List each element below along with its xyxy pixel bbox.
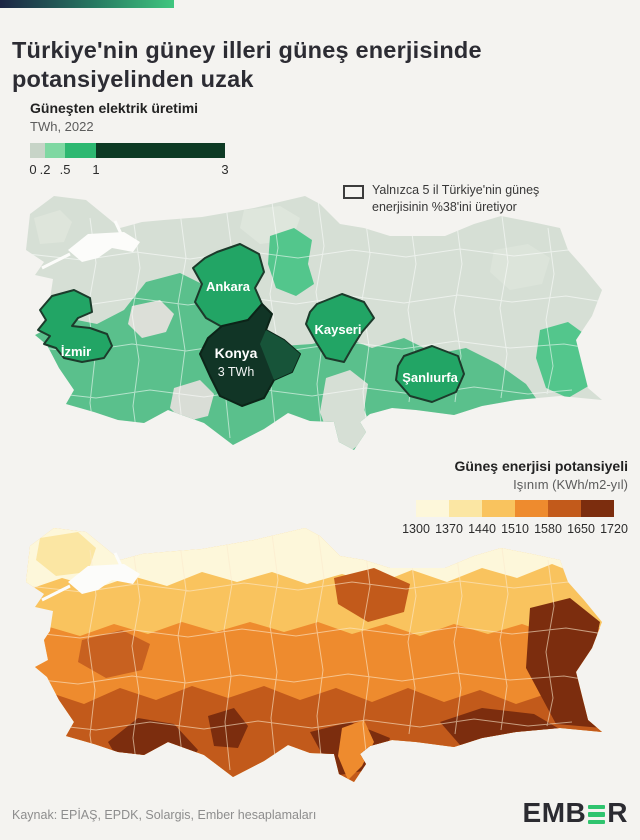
label-ankara: Ankara — [206, 279, 251, 294]
turkey-landmass-potential — [26, 528, 602, 782]
legend-production-title: Güneşten elektrik üretimi — [30, 100, 199, 116]
tick-label: .5 — [59, 162, 71, 177]
production-map: İzmir Ankara Konya 3 TWh Kayseri Şanlıur… — [26, 196, 602, 450]
straits — [41, 220, 125, 270]
tick-label: 1650 — [567, 522, 595, 536]
tick-label: 1300 — [402, 522, 430, 536]
legend-potential-subtitle: Işınım (KWh/m2-yıl) — [513, 477, 628, 492]
tick-label: 1 — [92, 162, 100, 177]
label-konya-value: 3 TWh — [218, 365, 255, 379]
tick-label: 1580 — [534, 522, 562, 536]
colorbar-segment — [449, 500, 482, 517]
province-cell-hatay — [338, 720, 374, 780]
annotation-line2: enerjisinin %38'ini üretiyor — [372, 199, 517, 214]
annotation-text: Yalnızca 5 il Türkiye'nin güneş enerjisi… — [372, 182, 539, 216]
legend-production-subtitle: TWh, 2022 — [30, 119, 94, 134]
province-sanliurfa — [395, 345, 465, 403]
tick-label: 1440 — [468, 522, 496, 536]
legend-production-ticks: 0 .2 .5 1 3 — [29, 162, 229, 178]
ember-logo-text: EMB — [522, 797, 587, 828]
province-cell — [78, 630, 150, 678]
annotation-line1: Yalnızca 5 il Türkiye'nin güneş — [372, 183, 540, 197]
potential-map — [26, 528, 602, 782]
province-cell — [334, 568, 410, 622]
marmara-sea — [68, 564, 140, 594]
outlined-province-swatch — [343, 185, 364, 199]
tick-label: 1510 — [501, 522, 529, 536]
province-kayseri — [305, 293, 375, 363]
ember-logo-e-bars-icon — [588, 805, 606, 824]
brand-gradient-bar — [0, 0, 174, 8]
province-cell-corum — [268, 228, 314, 296]
straits — [41, 552, 125, 602]
province-konya-east-lobe — [260, 330, 300, 380]
colorbar-segment — [581, 500, 614, 517]
tick-label: 3 — [221, 162, 229, 177]
province-borders — [26, 531, 602, 779]
colorbar-segment — [45, 143, 65, 158]
province-cell — [128, 300, 174, 338]
colorbar-segment — [96, 143, 225, 158]
province-cell — [34, 210, 72, 244]
ember-logo-text: R — [607, 797, 628, 828]
source-note: Kaynak: EPİAŞ, EPDK, Solargis, Ember hes… — [12, 808, 317, 822]
label-izmir: İzmir — [61, 344, 91, 359]
legend-potential-colorbar — [416, 500, 614, 517]
legend-potential: Güneş enerjisi potansiyeli Işınım (KWh/m… — [378, 458, 628, 537]
annotation-five-provinces: Yalnızca 5 il Türkiye'nin güneş enerjisi… — [343, 182, 613, 216]
province-cell — [36, 532, 96, 576]
tick-label: .2 — [39, 162, 51, 177]
tick-label: 1370 — [435, 522, 463, 536]
colorbar-segment — [30, 143, 45, 158]
legend-potential-title: Güneş enerjisi potansiyeli — [454, 458, 628, 474]
page-title: Türkiye'nin güney illeri güneş enerjisin… — [12, 36, 482, 92]
colorbar-segment — [65, 143, 96, 158]
legend-production: Güneşten elektrik üretimi TWh, 2022 0 .2… — [29, 100, 290, 178]
label-konya: Konya — [215, 345, 258, 361]
ember-logo: EMB R — [523, 797, 628, 829]
colorbar-segment — [416, 500, 449, 517]
province-izmir — [37, 289, 113, 363]
legend-production-colorbar — [30, 143, 225, 158]
colorbar-segment — [515, 500, 548, 517]
tick-label: 0 — [29, 162, 37, 177]
colorbar-segment — [482, 500, 515, 517]
label-kayseri: Kayseri — [315, 322, 362, 337]
legend-potential-ticks: 1300 1370 1440 1510 1580 1650 1720 — [402, 522, 628, 537]
band-1720-cell — [208, 708, 248, 748]
tick-label: 1720 — [600, 522, 628, 536]
marmara-sea — [68, 232, 140, 262]
label-sanliurfa: Şanlıurfa — [402, 370, 458, 385]
colorbar-segment — [548, 500, 581, 517]
